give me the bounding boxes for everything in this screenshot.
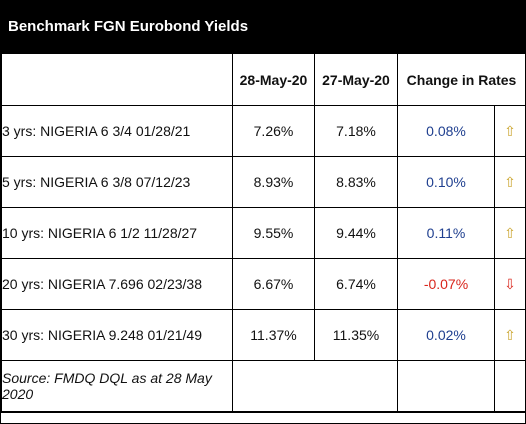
source-row: Source: FMDQ DQL as at 28 May 2020 <box>1 360 526 412</box>
arrow-up-icon: ⇧ <box>504 326 516 343</box>
yield-27-may: 9.44% <box>314 207 398 259</box>
table-row: 20 yrs: NIGERIA 7.696 02/23/38 6.67% 6.7… <box>1 258 526 310</box>
arrow-up-icon: ⇧ <box>504 173 516 190</box>
source-note: Source: FMDQ DQL as at 28 May 2020 <box>1 360 233 412</box>
yield-28-may: 8.93% <box>232 156 315 208</box>
eurobond-yields-table: 28-May-20 27-May-20 Change in Rates 3 yr… <box>1 53 526 412</box>
table-row: 5 yrs: NIGERIA 6 3/8 07/12/23 8.93% 8.83… <box>1 156 526 208</box>
security-name: 5 yrs: NIGERIA 6 3/8 07/12/23 <box>1 156 233 208</box>
yield-28-may: 6.67% <box>232 258 315 310</box>
security-name: 10 yrs: NIGERIA 6 1/2 11/28/27 <box>1 207 233 259</box>
security-name: 3 yrs: NIGERIA 6 3/4 01/28/21 <box>1 105 233 157</box>
source-empty-cell <box>232 360 398 412</box>
source-empty-cell <box>397 360 495 412</box>
table-title: Benchmark FGN Eurobond Yields <box>1 1 525 53</box>
source-empty-cell <box>493 360 526 412</box>
direction-cell: ⇧ <box>493 207 526 259</box>
security-name: 30 yrs: NIGERIA 9.248 01/21/49 <box>1 309 233 361</box>
yield-27-may: 6.74% <box>314 258 398 310</box>
header-change: Change in Rates <box>396 53 526 106</box>
change-value: 0.10% <box>397 156 495 208</box>
header-security <box>1 53 233 106</box>
change-value: 0.11% <box>397 207 495 259</box>
direction-cell: ⇧ <box>493 156 526 208</box>
change-value: -0.07% <box>397 258 495 310</box>
yield-28-may: 11.37% <box>232 309 315 361</box>
header-row: 28-May-20 27-May-20 Change in Rates <box>1 53 526 106</box>
yield-27-may: 7.18% <box>314 105 398 157</box>
change-value: 0.02% <box>397 309 495 361</box>
yield-27-may: 11.35% <box>314 309 398 361</box>
arrow-down-icon: ⇩ <box>504 275 516 292</box>
arrow-up-icon: ⇧ <box>504 224 516 241</box>
yield-27-may: 8.83% <box>314 156 398 208</box>
table-row: 10 yrs: NIGERIA 6 1/2 11/28/27 9.55% 9.4… <box>1 207 526 259</box>
direction-cell: ⇩ <box>493 258 526 310</box>
security-name: 20 yrs: NIGERIA 7.696 02/23/38 <box>1 258 233 310</box>
table-row: 3 yrs: NIGERIA 6 3/4 01/28/21 7.26% 7.18… <box>1 105 526 157</box>
change-value: 0.08% <box>397 105 495 157</box>
yield-28-may: 9.55% <box>232 207 315 259</box>
direction-cell: ⇧ <box>493 309 526 361</box>
header-date-2: 27-May-20 <box>314 53 398 106</box>
bottom-divider <box>1 412 525 413</box>
yield-28-may: 7.26% <box>232 105 315 157</box>
arrow-up-icon: ⇧ <box>504 122 516 139</box>
direction-cell: ⇧ <box>493 105 526 157</box>
header-date-1: 28-May-20 <box>232 53 315 106</box>
table-row: 30 yrs: NIGERIA 9.248 01/21/49 11.37% 11… <box>1 309 526 361</box>
